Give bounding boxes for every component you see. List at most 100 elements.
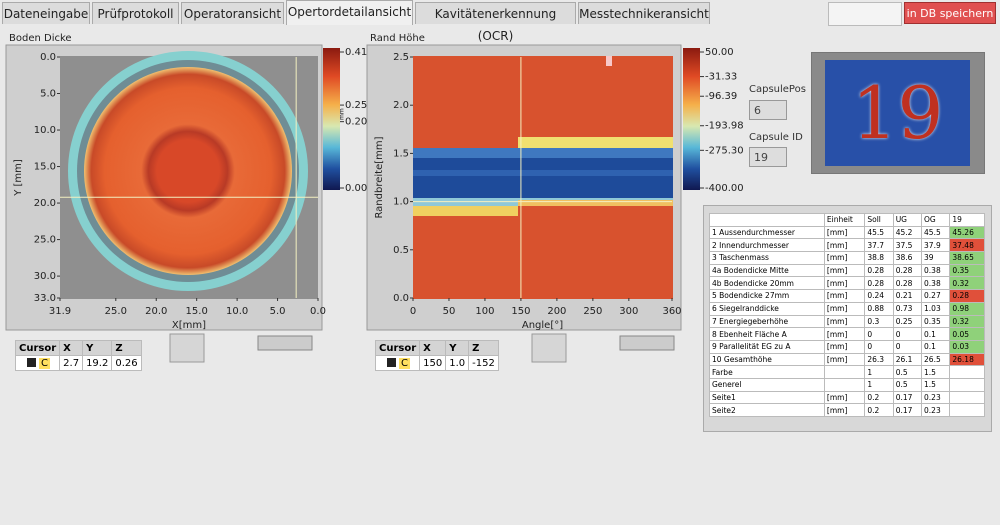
capsule-pos-field[interactable]: 6 [749, 100, 787, 120]
capsule-id-label: Capsule ID [749, 132, 803, 143]
results-cell: 26.18 [949, 352, 985, 367]
cursor-row: C 150 1.0 -152 [374, 355, 499, 371]
colorbar-label: 0.25 [345, 100, 367, 111]
results-table: Einheit Soll UG OG 19 1 Aussendurchmesser [mm]… [709, 213, 985, 417]
cursor-header: X [59, 340, 84, 356]
cursor-header: Cursor [14, 340, 61, 356]
results-header: UG [892, 213, 923, 227]
results-cell: 0.38 [921, 263, 951, 278]
results-cell: 45.2 [892, 225, 923, 240]
y-tick-label: 33.0 [34, 293, 56, 304]
capsule-id-field[interactable]: 19 [749, 147, 787, 167]
results-row: 9 Parallelität EG zu A [mm] 0 0 0.1 0.03 [709, 339, 985, 354]
plots: Boden Dicke 0.0 5.0 10.0 15.0 20.0 25.0 30.0 33.… [5, 33, 744, 363]
x-axis-label: Angle[°] [522, 320, 563, 331]
results-cell: 0.32 [949, 276, 985, 291]
plot-frame-1 [5, 44, 323, 331]
tab[interactable]: Opertordetailansicht [286, 0, 413, 25]
y-tick-label: 2.0 [393, 100, 409, 111]
results-cell: 45.5 [921, 225, 951, 240]
x-tick-label: 150 [511, 306, 530, 317]
results-cell: 0.73 [892, 301, 923, 316]
cursor-value: 150 [419, 355, 447, 371]
results-cell: 0.25 [892, 314, 923, 329]
cursor-value: 2.7 [59, 355, 84, 371]
results-cell: 0.38 [921, 276, 951, 291]
cursor-value: 1.0 [445, 355, 470, 371]
results-header: Einheit [823, 213, 866, 227]
results-cell: 26.3 [864, 352, 894, 367]
x-tick-label: 0 [410, 306, 416, 317]
save-button[interactable]: in DB speichern [904, 2, 996, 24]
x-tick-label: 250 [583, 306, 602, 317]
results-row: Seite2 [mm] 0.2 0.17 0.23 [709, 403, 985, 417]
results-row: 1 Aussendurchmesser [mm] 45.5 45.2 45.5 45.26 [709, 225, 985, 240]
results-cell: 0.1 [921, 339, 951, 354]
results-cell: 37.5 [892, 238, 923, 253]
results-cell: [mm] [823, 276, 866, 291]
results-cell: [mm] [823, 327, 866, 341]
results-cell: 3 Taschenmass [709, 251, 825, 265]
results-cell: [mm] [823, 403, 866, 417]
colorbar-unit: mm [339, 108, 346, 120]
cursor-swatch [27, 358, 36, 367]
cursor-swatch [387, 358, 396, 367]
results-header: Soll [864, 213, 894, 227]
x-tick-label: 31.9 [49, 306, 71, 317]
blank-field [828, 2, 902, 26]
results-cell: 38.8 [864, 251, 894, 265]
tab[interactable]: Operatoransicht [181, 2, 284, 24]
colorbar-label: -400.00 [705, 183, 744, 194]
y-tick-label: 0.0 [393, 293, 409, 304]
results-cell: 0 [864, 339, 894, 354]
results-cell [949, 390, 985, 405]
colorbar [683, 48, 700, 190]
results-cell: 9 Parallelität EG zu A [709, 339, 825, 354]
results-cell: 7 Energiegeberhöhe [709, 314, 825, 329]
tab[interactable]: Kavitätenerkennung (OCR) [415, 2, 576, 43]
cursor-header-row: Cursor X Y Z [374, 340, 499, 356]
results-cell: 2 Innendurchmesser [709, 238, 825, 253]
y-axis-label: Randbreite[mm] [374, 136, 385, 218]
colorbar-label: -96.39 [705, 91, 737, 102]
results-cell [949, 365, 985, 379]
colorbar-label: -193.98 [705, 121, 744, 132]
results-cell: 0.3 [864, 314, 894, 329]
results-cell: 0.23 [921, 390, 951, 405]
results-cell: 0.5 [892, 377, 923, 392]
x-tick-label: 100 [475, 306, 494, 317]
results-cell: [mm] [823, 289, 866, 303]
tab[interactable]: Dateneingabe [2, 2, 90, 24]
results-cell: 38.6 [892, 251, 923, 265]
y-tick-label: 25.0 [34, 235, 56, 246]
x-tick-label: 360 [662, 306, 681, 317]
cursor-header: X [419, 340, 447, 356]
results-cell: 0.35 [921, 314, 951, 329]
tab[interactable]: Messtechnikeransicht [578, 2, 710, 24]
results-cell [949, 403, 985, 417]
colorbar-label: 0.20 [345, 117, 367, 128]
results-cell: 0.23 [921, 403, 951, 417]
graph-palette[interactable] [169, 333, 675, 363]
colorbar-label: 0.41 [345, 47, 367, 58]
results-cell: 45.5 [864, 225, 894, 240]
results-row: 7 Energiegeberhöhe [mm] 0.3 0.25 0.35 0.32 [709, 314, 985, 329]
colorbar-label: -275.30 [705, 145, 744, 156]
y-tick-label: 15.0 [34, 162, 56, 173]
y-tick-label: 5.0 [40, 89, 56, 100]
cursor-value: -152 [468, 355, 499, 371]
results-cell: [mm] [823, 314, 866, 329]
colorbar-label: 0.00 [345, 183, 367, 194]
tab[interactable]: Prüfprotokoll [92, 2, 179, 24]
x-tick-label: 0.0 [310, 306, 326, 317]
x-tick-label: 200 [547, 306, 566, 317]
results-cell: 6 Siegelranddicke [709, 301, 825, 316]
cursor-header: Y [445, 340, 470, 356]
results-cell: 0.05 [949, 327, 985, 341]
ocr-image: 19 [825, 60, 970, 166]
results-row: 8 Ebenheit Fläche A [mm] 0 0 0.1 0.05 [709, 327, 985, 341]
results-cell: 0.27 [921, 289, 951, 303]
results-row: 10 Gesamthöhe [mm] 26.3 26.1 26.5 26.18 [709, 352, 985, 367]
results-row: Farbe 1 0.5 1.5 [709, 365, 985, 379]
results-cell: 26.5 [921, 352, 951, 367]
